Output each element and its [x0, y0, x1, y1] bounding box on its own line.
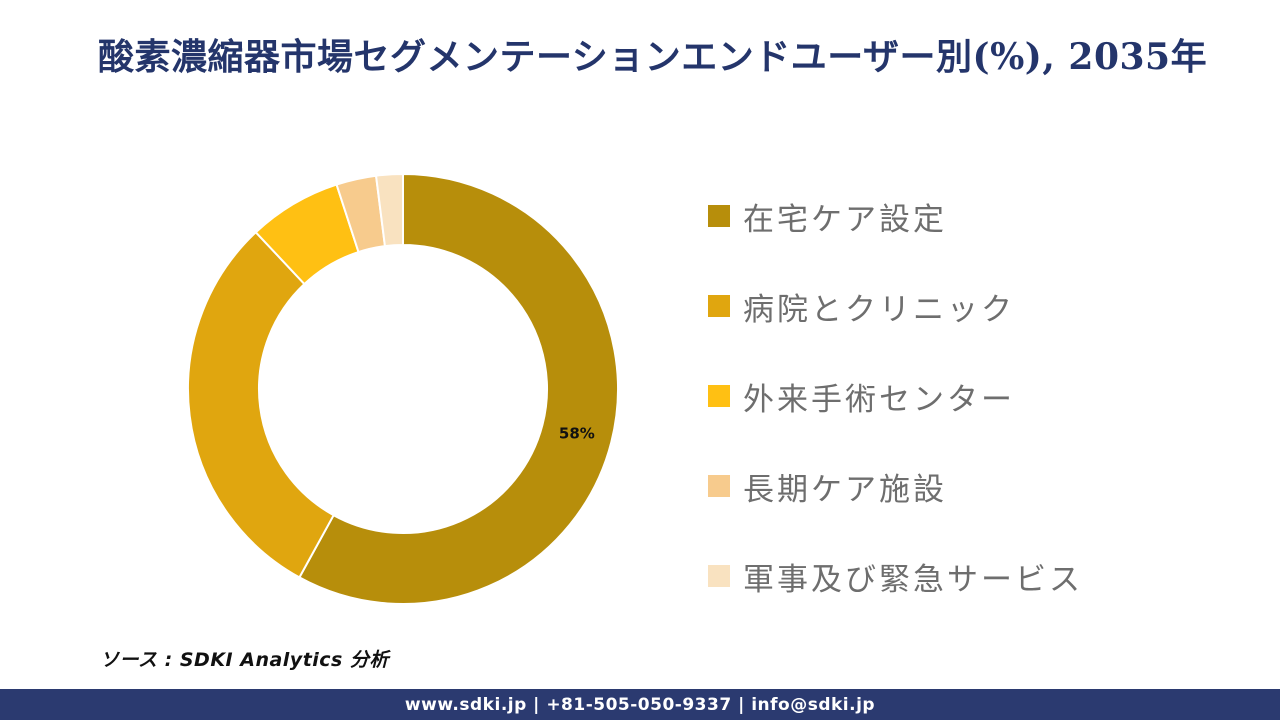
segment-data-label: 58% [559, 425, 595, 443]
legend-item-2: 病院とクリニック [708, 287, 1083, 328]
donut-segment-1 [298, 172, 619, 605]
legend-swatch-icon [708, 205, 730, 227]
legend-label: 軍事及び緊急サービス [743, 561, 1083, 598]
donut-labels-group: 58% [559, 425, 595, 443]
legend-swatch-icon [708, 295, 730, 317]
legend-swatch-icon [708, 385, 730, 407]
footer-bar: www.sdki.jp | +81-505-050-9337 | info@sd… [0, 689, 1280, 720]
donut-segments-group [187, 172, 619, 605]
footer-contact: www.sdki.jp | +81-505-050-9337 | info@sd… [404, 694, 876, 715]
legend-swatch-icon [708, 565, 730, 587]
donut-segment-2 [187, 230, 335, 579]
legend-item-3: 外来手術センター [708, 377, 1083, 418]
donut-chart: 58% [187, 172, 619, 605]
source-note: ソース : SDKI Analytics 分析 [100, 649, 389, 671]
legend-label: 在宅ケア設定 [743, 201, 947, 238]
chart-title: 酸素濃縮器市場セグメンテーションエンドユーザー別(%), 2035年 [98, 36, 1208, 78]
donut-segment-5 [374, 172, 404, 248]
legend-label: 外来手術センター [743, 381, 1015, 418]
legend-swatch-icon [708, 475, 730, 497]
legend-item-5: 軍事及び緊急サービス [708, 557, 1083, 598]
legend-label: 長期ケア施設 [743, 471, 947, 508]
legend: 在宅ケア設定病院とクリニック 外来手術センター 長期ケア施設軍事及び緊急サービス [708, 197, 1083, 598]
legend-item-4: 長期ケア施設 [708, 467, 1083, 508]
legend-item-1: 在宅ケア設定 [708, 197, 1083, 238]
legend-label: 病院とクリニック [743, 291, 1015, 328]
